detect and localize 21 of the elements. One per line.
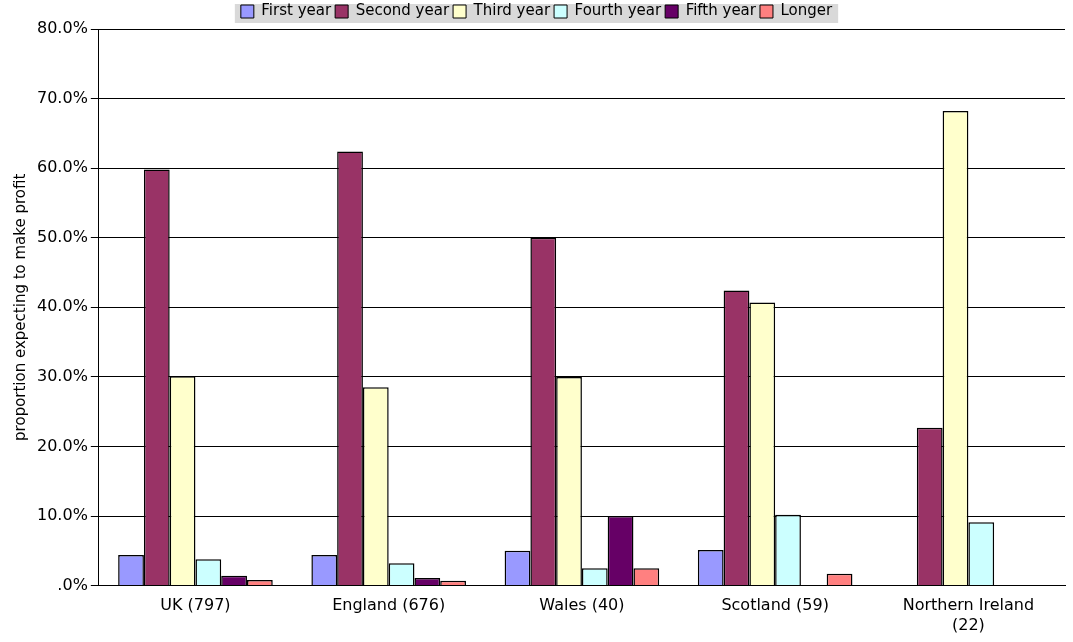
x-tick-label: Wales (40) [539, 595, 625, 615]
y-tick-label: .0% [57, 574, 88, 594]
y-axis-title: proportion expecting to make profit [10, 173, 29, 441]
y-tick-label: 60.0% [37, 157, 88, 177]
y-tick-label: 40.0% [37, 296, 88, 316]
y-tick-label: 80.0% [37, 18, 88, 38]
legend-label: Fifth year [685, 1, 757, 20]
y-tick-label: 70.0% [37, 87, 88, 107]
x-tick-label: Northern Ireland (22) [902, 595, 1035, 634]
y-tick-label: 20.0% [37, 435, 88, 455]
y-tick-label: 10.0% [37, 505, 88, 525]
y-tick-label: 50.0% [37, 226, 88, 246]
legend-label: Second year [355, 1, 450, 20]
legend-label: First year [261, 1, 332, 20]
legend-label: Fourth year [574, 1, 662, 20]
y-tick-label: 30.0% [37, 366, 88, 386]
x-tick-label: England (676) [332, 595, 446, 615]
legend-label: Longer [780, 1, 833, 20]
x-tick-label: UK (797) [160, 595, 231, 615]
legend-label: Third year [472, 1, 551, 20]
x-tick-label: Scotland (59) [721, 595, 829, 615]
